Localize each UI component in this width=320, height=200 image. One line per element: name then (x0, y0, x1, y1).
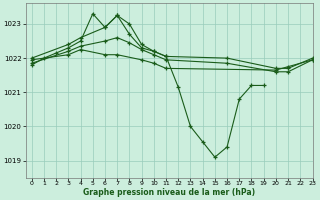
X-axis label: Graphe pression niveau de la mer (hPa): Graphe pression niveau de la mer (hPa) (83, 188, 255, 197)
